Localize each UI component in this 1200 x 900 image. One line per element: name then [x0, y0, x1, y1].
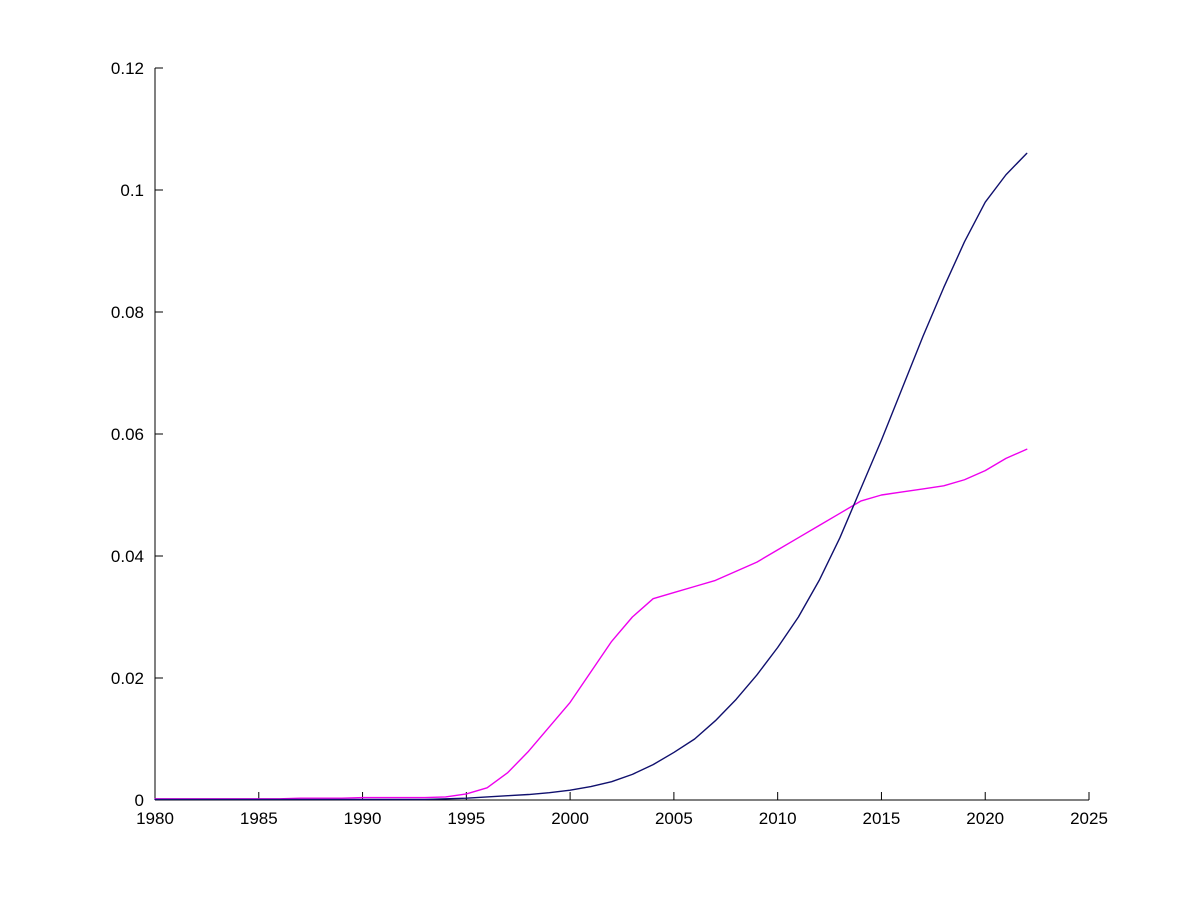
x-tick-label: 2015 — [863, 809, 901, 828]
y-tick-label: 0 — [135, 791, 144, 810]
x-tick-label: 1985 — [240, 809, 278, 828]
y-tick-label: 0.02 — [111, 669, 144, 688]
y-tick-label: 0.04 — [111, 547, 144, 566]
series-line-dark-blue — [154, 152, 1028, 801]
y-tick-label: 0.06 — [111, 425, 144, 444]
x-tick-label: 2005 — [655, 809, 693, 828]
x-tick-label: 1990 — [344, 809, 382, 828]
x-tick-label: 2000 — [551, 809, 589, 828]
x-tick-label: 2010 — [759, 809, 797, 828]
x-tick-label: 1980 — [136, 809, 174, 828]
y-tick-label: 0.08 — [111, 303, 144, 322]
x-tick-label: 2025 — [1070, 809, 1108, 828]
series-line-magenta — [154, 448, 1028, 800]
y-tick-label: 0.1 — [120, 181, 144, 200]
y-tick-label: 0.12 — [111, 59, 144, 78]
x-tick-label: 1995 — [447, 809, 485, 828]
x-tick-label: 2020 — [966, 809, 1004, 828]
